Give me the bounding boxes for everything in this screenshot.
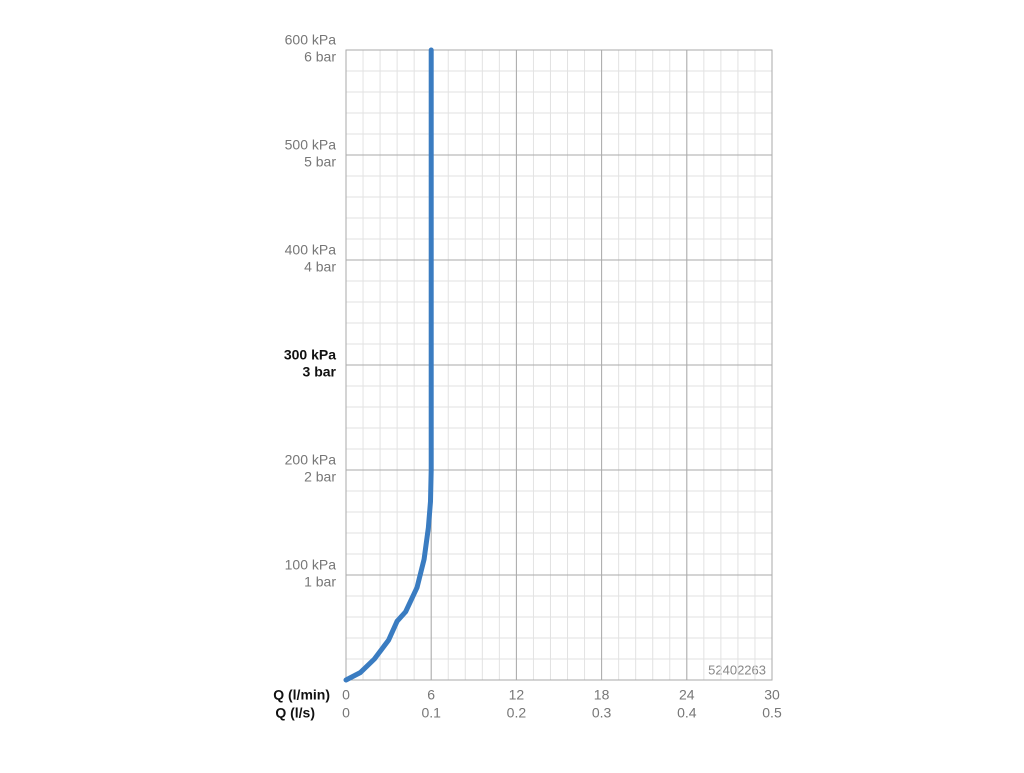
y-tick-bar-label: 3 bar bbox=[303, 364, 337, 380]
x2-axis-label: Q (l/s) bbox=[275, 705, 315, 721]
y-tick-label: 600 kPa bbox=[285, 32, 337, 48]
x2-tick-label: 0.1 bbox=[421, 705, 441, 721]
y-tick-bar-label: 4 bar bbox=[304, 259, 336, 275]
y-tick-bar-label: 2 bar bbox=[304, 469, 336, 485]
y-tick-bar-label: 5 bar bbox=[304, 154, 336, 170]
plot-frame bbox=[345, 49, 773, 681]
x2-tick-label: 0.2 bbox=[507, 705, 527, 721]
x-tick-label: 30 bbox=[764, 687, 780, 703]
x-tick-label: 12 bbox=[509, 687, 525, 703]
x-tick-label: 24 bbox=[679, 687, 695, 703]
x-axis-label: Q (l/min) bbox=[273, 687, 330, 703]
y-tick-bar-label: 1 bar bbox=[304, 574, 336, 590]
y-tick-label: 200 kPa bbox=[285, 452, 337, 468]
x2-tick-label: 0.5 bbox=[762, 705, 782, 721]
product-code: 52402263 bbox=[708, 662, 766, 677]
y-tick-label: 500 kPa bbox=[285, 137, 337, 153]
flow-curve bbox=[343, 47, 434, 683]
x-tick-label: 0 bbox=[342, 687, 350, 703]
y-tick-label: 300 kPa bbox=[284, 347, 336, 363]
x2-tick-label: 0 bbox=[342, 705, 350, 721]
x-tick-label: 18 bbox=[594, 687, 610, 703]
x-tick-label: 6 bbox=[427, 687, 435, 703]
y-tick-label: 100 kPa bbox=[285, 557, 337, 573]
x2-tick-label: 0.4 bbox=[677, 705, 697, 721]
y-tick-label: 400 kPa bbox=[285, 242, 337, 258]
x2-tick-label: 0.3 bbox=[592, 705, 612, 721]
y-tick-bar-label: 6 bar bbox=[304, 49, 336, 65]
